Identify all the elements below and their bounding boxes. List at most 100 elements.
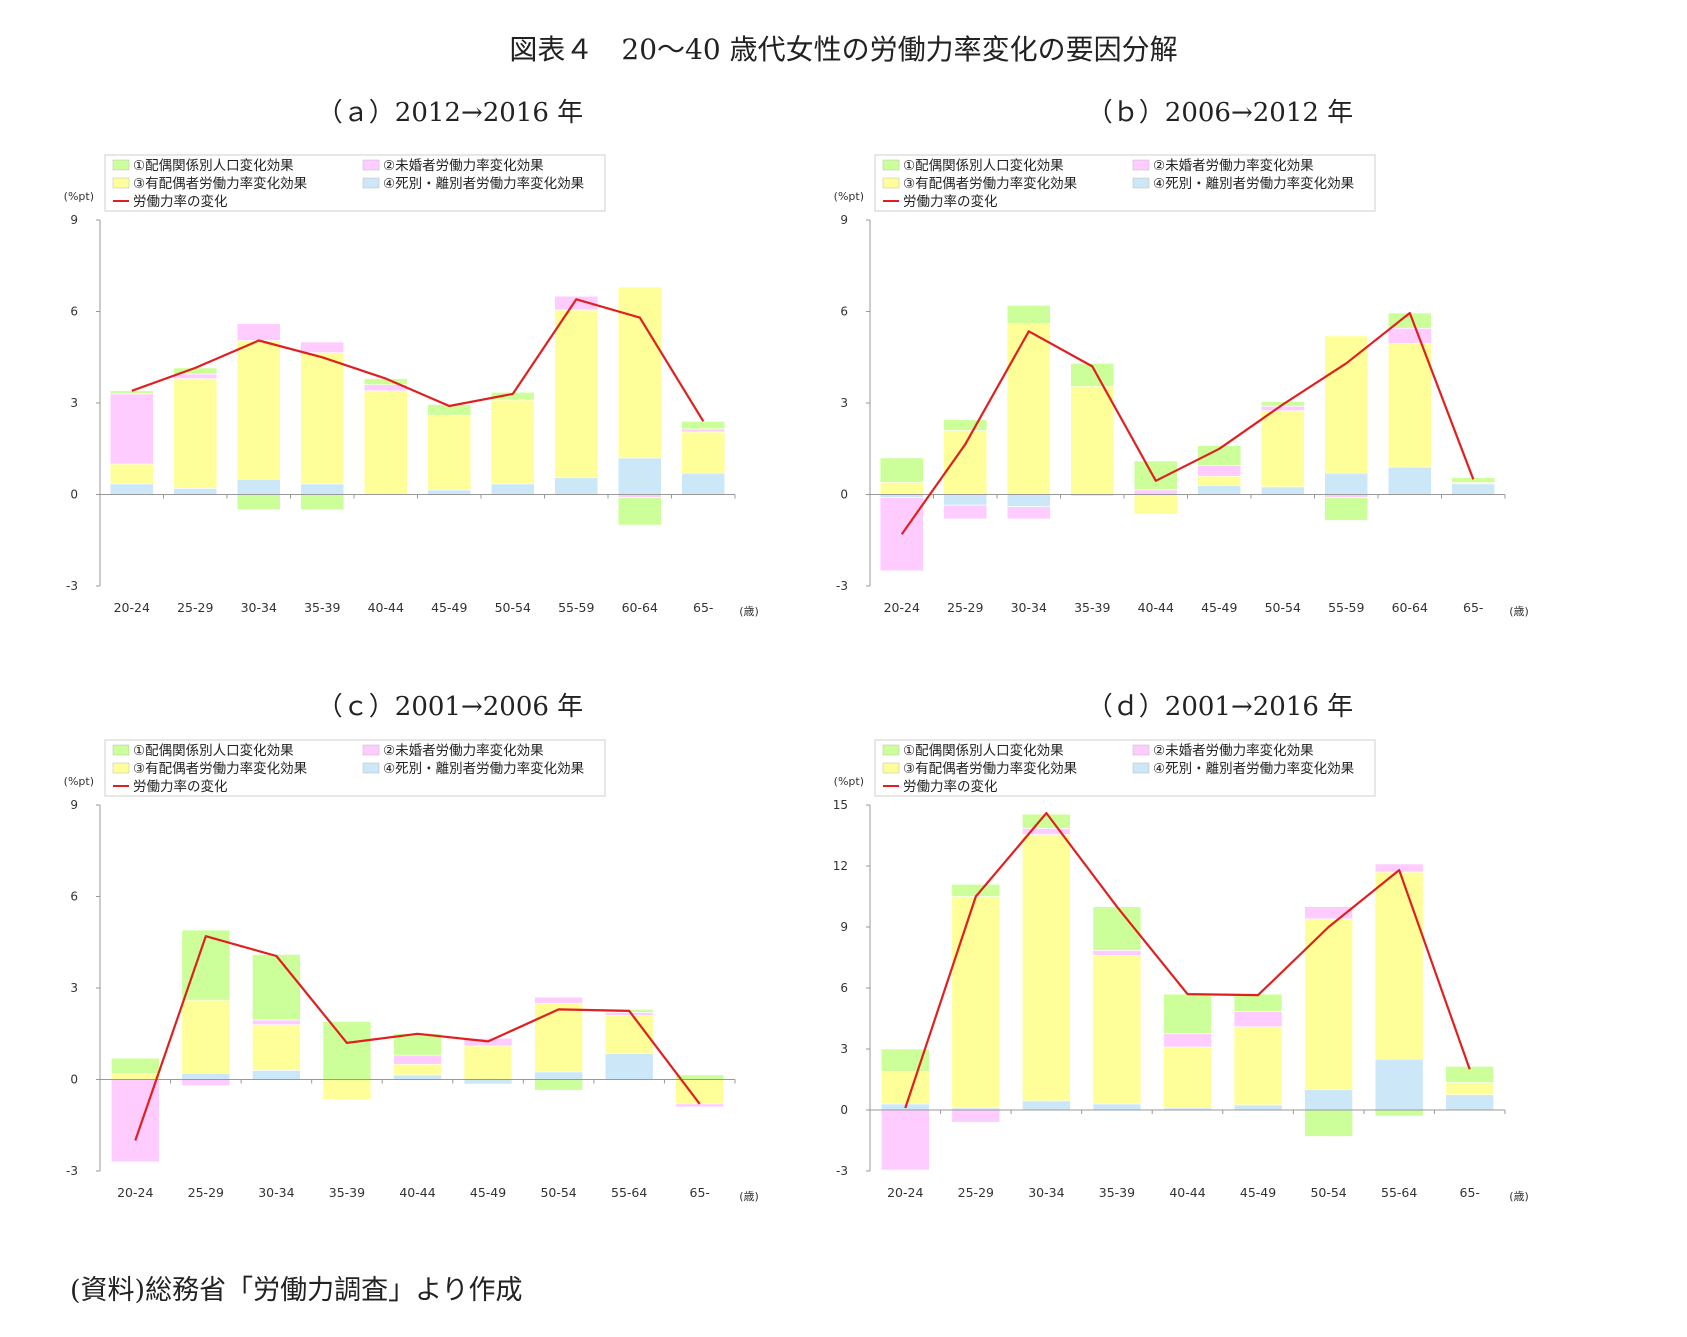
- bar-segment: [1233, 993, 1283, 1012]
- legend-swatch: [1132, 744, 1150, 756]
- x-tick-label: 50-54: [540, 1185, 576, 1200]
- bar-segment: [181, 1073, 231, 1080]
- legend-swatch: [112, 159, 130, 171]
- bar-segment: [1006, 323, 1051, 495]
- y-tick-label: 3: [840, 1042, 848, 1056]
- bar-segment: [393, 1074, 442, 1080]
- bar-segment: [1163, 1033, 1212, 1048]
- y-tick-label: -3: [836, 1164, 848, 1178]
- bar-segment: [181, 999, 231, 1074]
- bar-segment: [1304, 906, 1353, 920]
- bar-segment: [252, 1019, 301, 1025]
- legend-swatch: [362, 762, 380, 774]
- bar-segment: [1163, 993, 1212, 1035]
- legend-label: ④死別・離別者労働力率変化効果: [1153, 760, 1355, 777]
- legend-box: [874, 739, 1376, 797]
- bar-segment: [880, 1071, 930, 1105]
- bar-segment: [1197, 465, 1242, 477]
- bar-segment: [1133, 494, 1178, 515]
- bar-segment: [675, 1103, 725, 1108]
- bar-segment: [1304, 1089, 1353, 1111]
- bar-segment: [1163, 1046, 1212, 1109]
- bar-segment: [1387, 466, 1432, 495]
- bar-segment: [943, 430, 988, 495]
- bar-segment: [1197, 445, 1242, 466]
- x-tick-label: 55-59: [1328, 600, 1364, 615]
- bar-segment: [1445, 1094, 1495, 1111]
- bar-segment: [1451, 483, 1496, 495]
- bar-segment: [300, 352, 345, 485]
- x-tick-label: 30-34: [1011, 600, 1047, 615]
- x-tick-label: 35-39: [1074, 600, 1110, 615]
- y-unit-label: (%pt): [834, 775, 864, 788]
- bar-segment: [951, 896, 1001, 1109]
- bar-segment: [604, 1015, 654, 1054]
- x-tick-label: 65-: [1460, 1185, 1480, 1200]
- x-tick-label: 30-34: [1028, 1185, 1064, 1200]
- x-tick-label: 25-29: [188, 1185, 224, 1200]
- legend-label: ②未婚者労働力率変化効果: [383, 157, 544, 174]
- chart-c: ①配偶関係別人口変化効果 ②未婚者労働力率変化効果 ③有配偶者労働力率変化効果 ④死別…: [64, 739, 759, 1203]
- bar-segment: [463, 1045, 513, 1080]
- bar-segment: [534, 1071, 583, 1080]
- bar-segment: [1374, 1058, 1424, 1111]
- legend-swatch: [112, 177, 130, 189]
- y-tick-label: 0: [840, 1103, 848, 1117]
- series-line: [131, 298, 705, 422]
- x-tick-label: 30-34: [258, 1185, 294, 1200]
- series-line: [134, 935, 701, 1141]
- legend-label: ①配偶関係別人口変化効果: [133, 742, 294, 759]
- bar-segment: [1260, 486, 1305, 495]
- y-tick-label: 0: [70, 488, 78, 502]
- bar-segment: [879, 457, 924, 483]
- bar-segment: [110, 1073, 160, 1080]
- bar-segment: [1092, 955, 1142, 1105]
- bar-segment: [617, 497, 662, 526]
- y-tick-label: 0: [70, 1073, 78, 1087]
- bar-segment: [1324, 497, 1369, 521]
- x-tick-label: 20-24: [887, 1185, 923, 1200]
- y-tick-label: 6: [840, 981, 848, 995]
- x-tick-label: 55-59: [558, 600, 594, 615]
- legend-label: ③有配偶者労働力率変化効果: [133, 760, 308, 777]
- chart-d: ①配偶関係別人口変化効果 ②未婚者労働力率変化効果 ③有配偶者労働力率変化効果 ④死別…: [833, 739, 1529, 1203]
- bar-segment: [1006, 494, 1051, 507]
- bar-segment: [1006, 305, 1051, 324]
- bar-segment: [300, 483, 345, 495]
- x-tick-label: 50-54: [1310, 1185, 1346, 1200]
- bar-segment: [1133, 460, 1178, 491]
- bar-segment: [490, 483, 535, 495]
- legend-swatch: [362, 159, 380, 171]
- bar-segment: [1233, 1104, 1283, 1111]
- legend-box: [874, 154, 1376, 212]
- bar-segment: [1304, 1109, 1353, 1137]
- y-tick-label: -3: [66, 1164, 78, 1178]
- x-tick-label: 25-29: [177, 600, 213, 615]
- bar-segment: [427, 489, 472, 495]
- x-tick-label: 45-49: [470, 1185, 506, 1200]
- x-tick-label: 45-49: [1240, 1185, 1276, 1200]
- bar-segment: [1324, 335, 1369, 474]
- x-tick-label: 35-39: [1099, 1185, 1135, 1200]
- bar-segment: [943, 504, 988, 520]
- y-tick-label: 12: [833, 859, 848, 873]
- bar-segment: [300, 494, 345, 511]
- x-tick-label: 45-49: [1201, 600, 1237, 615]
- bar-segment: [109, 390, 154, 395]
- bar-segment: [109, 463, 154, 485]
- legend-label: ①配偶関係別人口変化効果: [133, 157, 294, 174]
- legend-swatch: [1132, 762, 1150, 774]
- bar-segment: [534, 996, 583, 1004]
- page-title: 図表４ 20～40 歳代女性の労働力率変化の要因分解: [509, 33, 1178, 66]
- panel-title-c: （ｃ）2001→2006 年: [316, 692, 584, 722]
- panel-title-d: （ｄ）2001→2016 年: [1086, 692, 1354, 722]
- y-tick-label: -3: [66, 579, 78, 593]
- source-note: (資料)総務省「労働力調査」より作成: [70, 1275, 523, 1306]
- x-tick-label: 20-24: [114, 600, 150, 615]
- x-tick-label: 65-: [690, 1185, 710, 1200]
- bar-segment: [554, 477, 599, 495]
- x-unit-label: (歳): [739, 605, 759, 618]
- bar-segment: [554, 309, 599, 479]
- legend-label: ④死別・離別者労働力率変化効果: [383, 175, 585, 192]
- bar-segment: [1022, 1100, 1071, 1111]
